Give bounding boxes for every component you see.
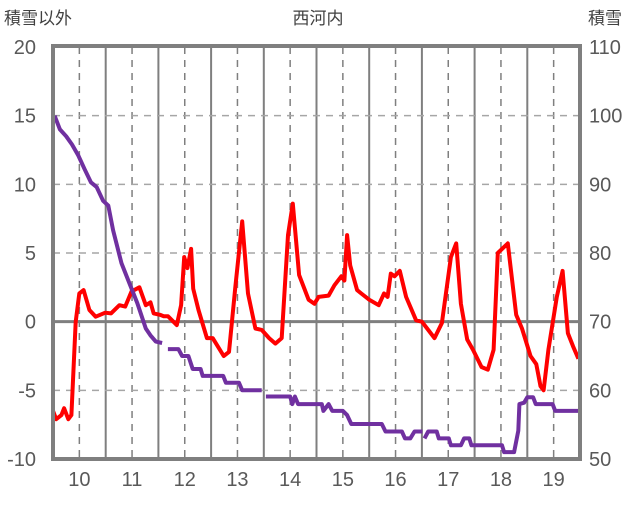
y-right-tick-label: 70 [589, 312, 611, 334]
x-tick-label: 13 [226, 469, 248, 491]
y-right-tick-label: 50 [589, 449, 611, 471]
x-tick-label: 10 [68, 469, 90, 491]
right-axis-title: 積雪 [588, 9, 622, 28]
left-axis-title: 積雪以外 [4, 9, 72, 28]
chart-title: 西河内 [293, 9, 344, 28]
y-right-tick-label: 60 [589, 380, 611, 402]
y-left-tick-label: 15 [14, 106, 36, 128]
y-left-tick-label: 10 [14, 174, 36, 196]
y-left-tick-label: -5 [18, 380, 36, 402]
x-tick-label: 19 [543, 469, 565, 491]
y-right-tick-label: 100 [589, 106, 622, 128]
x-tick-label: 16 [384, 469, 406, 491]
y-right-tick-label: 110 [589, 37, 621, 59]
x-tick-label: 12 [174, 469, 196, 491]
x-tick-label: 11 [122, 469, 143, 491]
y-left-tick-label: 5 [25, 243, 36, 265]
x-tick-label: 18 [490, 469, 512, 491]
x-tick-label: 15 [332, 469, 354, 491]
y-left-tick-label: 20 [14, 37, 36, 59]
series-group [51, 114, 581, 455]
plot-frame [51, 44, 582, 461]
series-line-snow [52, 114, 579, 455]
y-right-tick-label: 90 [589, 174, 611, 196]
y-right-tick-label: 80 [589, 243, 611, 265]
y-left-tick-label: 0 [25, 312, 36, 334]
y-left-tick-label: -10 [7, 449, 36, 471]
x-tick-label: 17 [437, 469, 459, 491]
gridlines [53, 47, 580, 459]
x-tick-label: 14 [279, 469, 301, 491]
